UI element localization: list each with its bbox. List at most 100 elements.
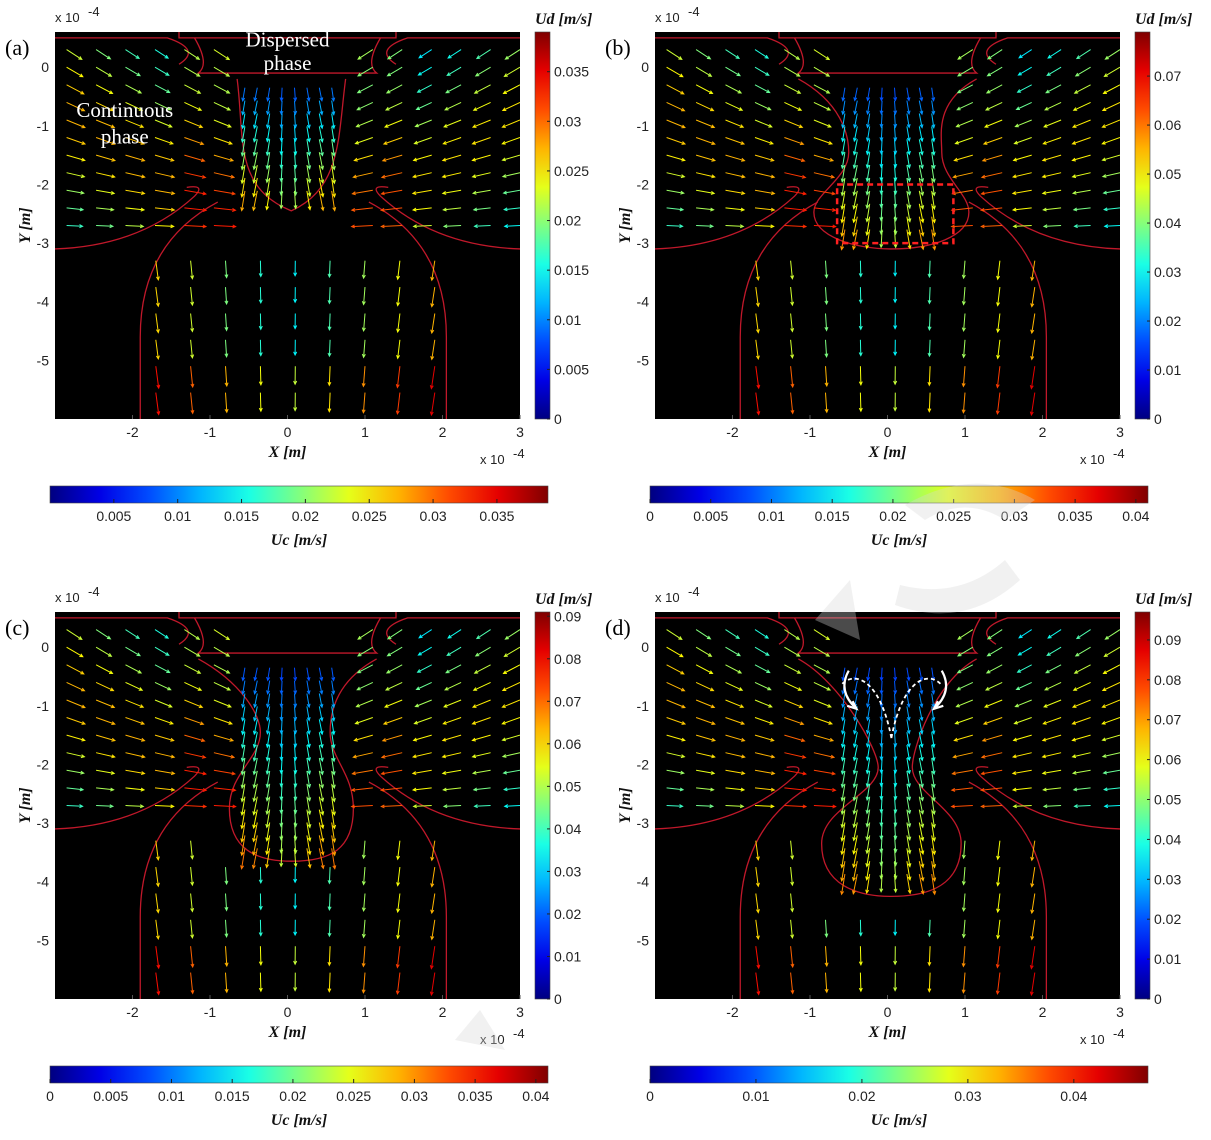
velocity-vector	[411, 207, 432, 212]
velocity-vector	[240, 139, 246, 157]
velocity-vector	[858, 946, 863, 966]
channel-wall	[178, 612, 397, 619]
velocity-vector	[252, 177, 258, 198]
velocity-vector	[952, 172, 973, 179]
velocity-vector	[725, 154, 746, 162]
velocity-vector	[380, 769, 403, 776]
velocity-vector	[961, 946, 966, 968]
y-tick-label: -4	[37, 874, 50, 890]
velocity-vector	[927, 392, 932, 413]
velocity-vector	[754, 699, 773, 708]
velocity-vector	[879, 667, 884, 682]
velocity-vector	[725, 101, 744, 111]
velocity-vector	[475, 629, 491, 640]
velocity-vector	[429, 366, 436, 390]
velocity-vector	[125, 207, 146, 212]
velocity-vector	[1017, 66, 1032, 76]
velocity-vector	[879, 732, 884, 748]
y-tick-label: -1	[637, 118, 650, 134]
velocity-vector	[1101, 154, 1120, 162]
velocity-vector	[1071, 769, 1091, 775]
velocity-vector	[918, 667, 924, 682]
uc-tick-label: 0.005	[93, 1088, 128, 1104]
velocity-vector	[361, 260, 366, 280]
velocity-vector	[784, 49, 801, 60]
velocity-field	[66, 629, 520, 997]
velocity-vector	[265, 732, 271, 749]
velocity-vector	[383, 119, 403, 128]
velocity-vector	[865, 152, 871, 169]
velocity-vector	[918, 126, 924, 143]
ud-tick-label: 0.01	[554, 312, 581, 328]
velocity-vector	[351, 769, 373, 776]
velocity-vector	[813, 101, 832, 111]
velocity-vector	[951, 769, 973, 776]
velocity-vector	[184, 787, 208, 792]
velocity-vector	[293, 87, 298, 102]
uc-tick-label: 0.04	[522, 1088, 549, 1104]
uc-tick-label: 0.01	[758, 508, 785, 524]
velocity-vector	[213, 66, 231, 77]
ud-tick-label: 0.05	[554, 778, 581, 794]
velocity-vector	[1101, 681, 1120, 691]
velocity-vector	[893, 972, 898, 992]
velocity-vector	[666, 224, 684, 229]
velocity-vector	[331, 100, 336, 116]
velocity-vector	[306, 100, 311, 116]
velocity-vector	[918, 822, 925, 842]
velocity-vector	[293, 680, 298, 695]
velocity-vector	[906, 87, 911, 102]
velocity-vector	[386, 646, 403, 657]
velocity-vector	[331, 165, 336, 185]
velocity-vector	[865, 796, 871, 815]
velocity-vector	[95, 66, 113, 77]
velocity-vector	[755, 919, 760, 941]
velocity-vector	[184, 734, 206, 742]
velocity-vector	[906, 732, 911, 748]
velocity-vector	[1042, 804, 1062, 809]
velocity-vector	[813, 804, 837, 809]
velocity-vector	[1045, 84, 1062, 94]
velocity-vector	[980, 769, 1003, 776]
velocity-vector	[754, 119, 773, 128]
velocity-vector	[695, 681, 715, 692]
velocity-vector	[411, 172, 432, 179]
velocity-vector	[865, 835, 871, 855]
y-tick-label: -1	[37, 118, 50, 134]
velocity-vector	[66, 137, 87, 145]
velocity-vector	[918, 177, 925, 197]
velocity-vector	[224, 366, 229, 388]
velocity-vector	[852, 190, 858, 210]
velocity-vector	[695, 629, 712, 640]
velocity-vector	[361, 840, 366, 860]
velocity-vector	[125, 172, 146, 179]
channel-wall	[655, 766, 800, 830]
velocity-vector	[790, 972, 795, 995]
velocity-vector	[918, 861, 925, 882]
velocity-vector	[1015, 681, 1032, 690]
velocity-vector	[241, 693, 246, 709]
velocity-vector	[258, 919, 263, 937]
velocity-vector	[383, 699, 403, 708]
velocity-vector	[813, 189, 837, 196]
velocity-vector	[813, 734, 835, 742]
velocity-vector	[696, 804, 715, 809]
velocity-vector	[350, 207, 373, 212]
velocity-vector	[306, 139, 311, 157]
velocity-vector	[858, 366, 863, 386]
velocity-vector	[318, 667, 324, 682]
velocity-vector	[331, 796, 336, 817]
velocity-vector	[1011, 769, 1032, 775]
velocity-vector	[906, 113, 911, 129]
velocity-vector	[331, 87, 336, 103]
x-exponent: x 10	[1080, 1032, 1105, 1047]
velocity-vector	[412, 734, 432, 742]
velocity-vector	[252, 152, 258, 171]
velocity-vector	[154, 119, 173, 128]
velocity-vector	[1071, 154, 1091, 162]
velocity-vector	[253, 100, 258, 116]
velocity-vector	[824, 366, 829, 388]
y-tick-label: -2	[37, 176, 50, 192]
velocity-vector	[266, 680, 271, 695]
velocity-vector	[155, 287, 160, 308]
